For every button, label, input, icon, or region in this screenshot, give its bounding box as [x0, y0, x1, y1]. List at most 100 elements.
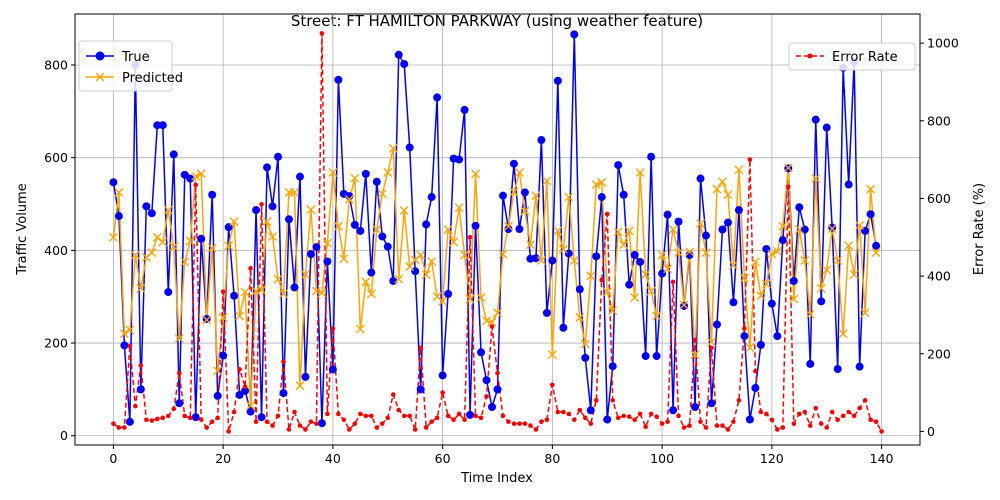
- data-point-predicted: [811, 174, 821, 184]
- data-point-error-rate: [319, 31, 325, 36]
- data-point-predicted: [487, 317, 497, 327]
- data-point-true: [564, 249, 573, 258]
- data-point-error-rate: [868, 417, 873, 423]
- data-point-error-rate: [835, 417, 840, 423]
- y-tick-label: 200: [44, 336, 68, 351]
- legend-true-swatch: [86, 51, 114, 61]
- data-point-predicted: [613, 227, 623, 237]
- data-point-error-rate: [127, 343, 133, 349]
- data-point-true: [356, 226, 365, 235]
- data-point-error-rate: [599, 277, 605, 283]
- plot-frame: [74, 13, 921, 446]
- data-point-predicted: [218, 313, 228, 323]
- data-point-true: [647, 152, 656, 161]
- data-point-error-rate: [572, 417, 577, 423]
- data-point-predicted: [322, 238, 332, 248]
- data-point-predicted: [438, 296, 448, 306]
- data-point-error-rate: [791, 421, 797, 426]
- data-point-predicted: [536, 256, 546, 266]
- data-point-predicted: [251, 286, 261, 296]
- data-point-predicted: [108, 232, 118, 242]
- data-point-error-rate: [720, 423, 725, 428]
- data-point-true: [312, 243, 321, 252]
- data-point-error-rate: [297, 423, 303, 428]
- x-tick-label: 140: [870, 451, 894, 466]
- data-point-predicted: [509, 187, 519, 197]
- data-point-true: [773, 332, 782, 341]
- data-point-error-rate: [736, 398, 742, 403]
- data-point-true: [751, 383, 760, 392]
- data-point-true: [729, 298, 738, 307]
- data-point-predicted: [657, 250, 667, 260]
- data-point-error-rate: [632, 417, 637, 423]
- legend-predicted-swatch: [86, 72, 114, 82]
- data-point-error-rate: [385, 415, 391, 421]
- data-point-true: [263, 163, 272, 172]
- x-tick-label: 20: [215, 451, 231, 466]
- data-point-true: [592, 252, 601, 261]
- data-point-error-rate: [418, 345, 423, 351]
- y-tick-label: 800: [44, 57, 68, 72]
- data-point-true: [811, 115, 820, 124]
- data-point-predicted: [180, 257, 190, 267]
- data-point-error-rate: [281, 359, 286, 364]
- data-point-error-rate: [588, 421, 594, 426]
- data-point-true: [334, 75, 343, 84]
- data-point-predicted: [268, 231, 278, 241]
- data-point-error-rate: [467, 234, 473, 240]
- data-point-true: [520, 188, 529, 197]
- data-point-error-rate: [138, 363, 144, 368]
- data-point-error-rate: [500, 413, 506, 419]
- data-point-true: [301, 372, 310, 381]
- data-point-true: [669, 406, 678, 415]
- data-point-true: [350, 220, 359, 229]
- data-point-predicted: [224, 241, 234, 251]
- data-point-predicted: [728, 260, 738, 270]
- data-point-true: [691, 402, 700, 411]
- data-point-predicted: [213, 366, 223, 376]
- data-point-predicted: [838, 329, 848, 339]
- data-point-error-rate: [434, 415, 440, 421]
- data-point-true: [394, 50, 403, 59]
- data-point-error-rate: [670, 279, 676, 285]
- data-point-error-rate: [286, 427, 292, 432]
- data-point-true: [822, 123, 831, 132]
- data-point-error-rate: [314, 421, 319, 426]
- data-point-predicted: [789, 294, 799, 304]
- data-point-predicted: [136, 283, 146, 293]
- data-point-true: [789, 276, 798, 285]
- data-point-predicted: [805, 309, 815, 319]
- data-point-error-rate: [423, 425, 429, 430]
- data-point-true: [619, 190, 628, 199]
- data-point-error-rate: [133, 403, 138, 409]
- data-point-error-rate: [352, 421, 358, 426]
- y-right-tick-label: 200: [927, 346, 951, 361]
- data-point-true: [471, 221, 480, 230]
- data-point-predicted: [794, 225, 804, 234]
- data-point-error-rate: [539, 419, 544, 425]
- data-point-true: [290, 283, 299, 292]
- data-point-error-rate: [368, 413, 374, 419]
- data-point-true: [455, 155, 464, 164]
- data-point-error-rate: [522, 421, 528, 426]
- grid: [75, 14, 920, 445]
- data-point-predicted: [525, 240, 535, 250]
- data-point-predicted: [756, 291, 766, 301]
- data-point-error-rate: [753, 368, 758, 374]
- data-point-true: [433, 93, 442, 102]
- data-point-predicted: [482, 316, 492, 326]
- data-point-true: [603, 415, 612, 424]
- data-point-error-rate: [248, 266, 253, 271]
- data-point-predicted: [427, 256, 437, 266]
- data-point-predicted: [465, 294, 475, 304]
- y-axis-left: 0 200 400 600 800: [44, 57, 75, 443]
- data-point-predicted: [355, 324, 365, 334]
- y-axis-title: Traffic Volume: [15, 183, 30, 276]
- data-point-predicted: [207, 243, 217, 253]
- data-point-true: [169, 150, 178, 159]
- data-point-predicted: [383, 168, 393, 177]
- data-point-predicted: [476, 293, 486, 303]
- data-point-true: [542, 308, 551, 317]
- data-point-error-rate: [440, 390, 445, 395]
- data-point-predicted: [498, 249, 508, 259]
